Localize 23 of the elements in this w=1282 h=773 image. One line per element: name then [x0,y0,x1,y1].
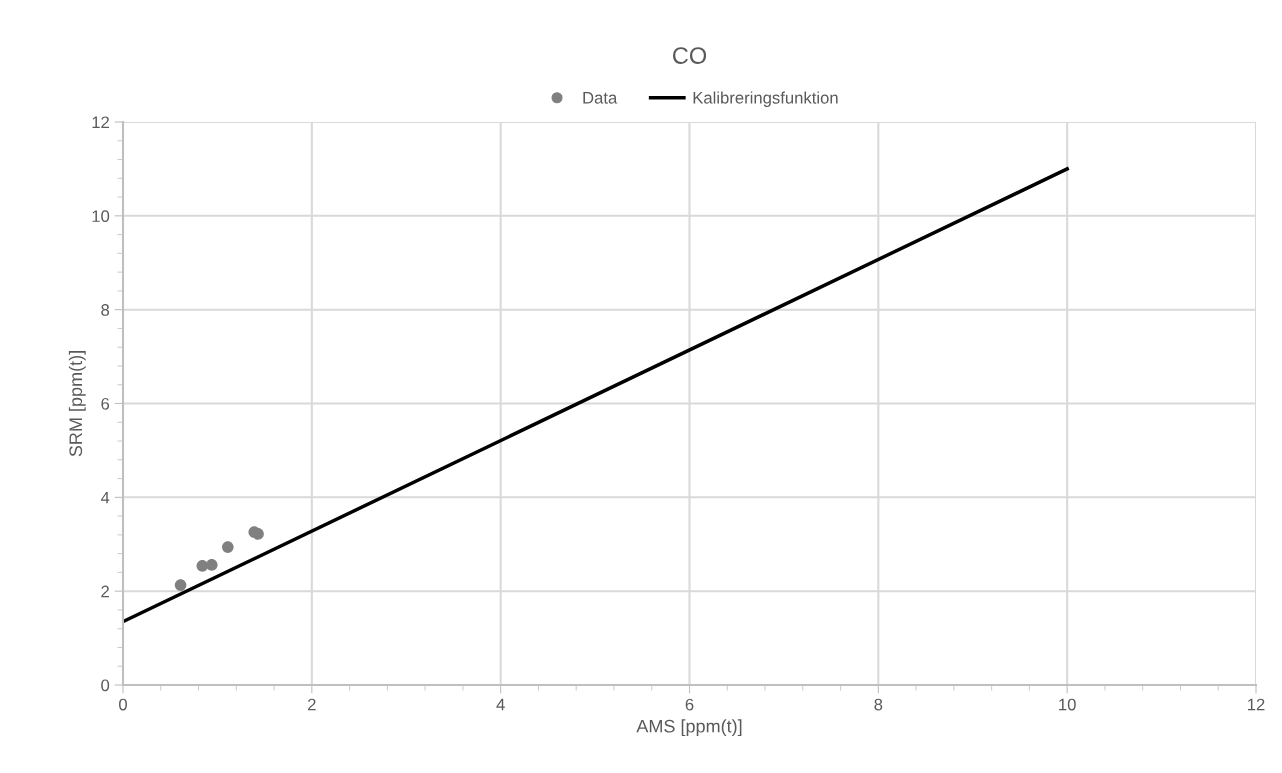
legend-label: Data [583,92,618,104]
point [221,541,234,553]
y-tick-label: 12 [92,116,109,129]
y-tick-label: 10 [92,210,110,223]
point [174,579,187,591]
x-tick-label: 8 [874,698,883,711]
y-tick-label: 0 [101,679,110,692]
y-tick-label: 8 [101,304,110,316]
x-tick-label: 10 [1059,698,1076,711]
x-tick-label: 2 [308,698,316,711]
point [252,528,264,540]
y-axis-title: SRM [ppm(t)] [68,351,86,457]
point [205,559,218,571]
x-tick-label: 4 [496,698,505,711]
y-tick-label: 4 [100,491,110,504]
y-tick-label: 2 [101,585,109,598]
y-tick-label: 6 [101,397,110,410]
x-tick-label: 12 [1248,698,1265,711]
x-tick-label: 6 [685,698,694,711]
chart-title: CO [672,47,707,64]
x-tick-label: 0 [119,698,127,711]
legend-label: Kalibreringsfunktion [693,91,838,107]
x-axis-title: AMS [ppm(t)] [636,719,742,737]
